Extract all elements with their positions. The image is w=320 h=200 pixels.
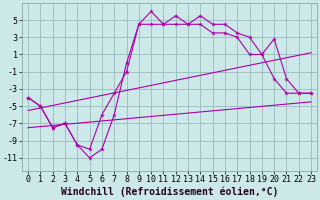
X-axis label: Windchill (Refroidissement éolien,°C): Windchill (Refroidissement éolien,°C) [61,187,278,197]
